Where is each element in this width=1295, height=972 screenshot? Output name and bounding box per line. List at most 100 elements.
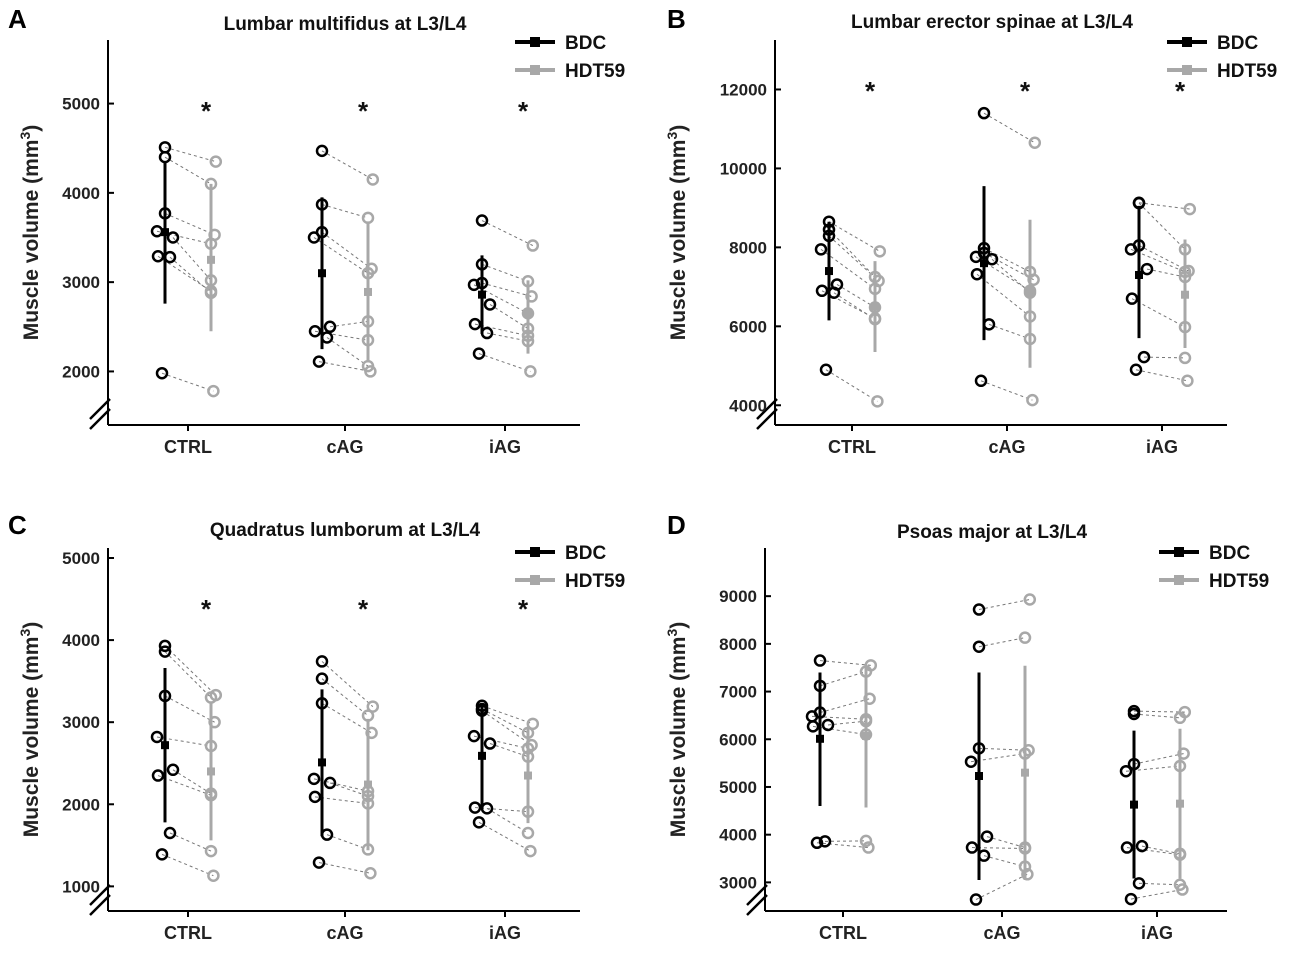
hdt59-mean-marker — [524, 309, 532, 318]
bdc-point — [308, 325, 322, 338]
bdc-point — [964, 755, 978, 768]
bdc-point — [1127, 757, 1141, 771]
hdt59-point — [207, 869, 220, 882]
pair-line — [169, 832, 212, 852]
hdt59-point — [209, 155, 223, 168]
bdc-point — [155, 366, 169, 380]
bdc-point — [308, 790, 322, 804]
hdt59-point — [204, 237, 218, 250]
bdc-point — [972, 742, 986, 755]
bdc-point — [166, 231, 180, 244]
pair-line — [161, 853, 214, 877]
bdc-point — [969, 250, 983, 264]
pair-line — [1138, 202, 1186, 250]
y-tick-label: 4000 — [62, 184, 100, 203]
x-category-label: cAG — [326, 923, 363, 943]
bdc-point — [475, 276, 489, 290]
hdt59-point — [1018, 631, 1032, 644]
pair-line — [1133, 710, 1185, 713]
significance-marker: * — [201, 594, 212, 624]
axis-break-mark — [746, 894, 768, 916]
significance-marker: * — [201, 96, 212, 126]
bdc-point — [158, 150, 172, 164]
bdc-point — [818, 835, 832, 848]
x-category-label: CTRL — [819, 923, 867, 943]
bdc-point — [315, 655, 329, 668]
bdc-point — [468, 801, 482, 814]
bdc-mean-marker — [816, 734, 824, 743]
hdt59-point — [1178, 270, 1192, 284]
hdt59-point — [526, 717, 540, 731]
y-tick-label: 6000 — [729, 317, 767, 336]
hdt59-point — [859, 665, 873, 678]
bdc-mean-marker — [318, 758, 326, 767]
significance-marker: * — [358, 96, 369, 126]
hdt59-point — [364, 866, 377, 880]
pair-line — [819, 671, 867, 687]
hdt59-point — [1018, 842, 1032, 855]
x-category-label: iAG — [489, 437, 521, 457]
bdc-point — [158, 689, 172, 703]
bdc-point — [1129, 363, 1143, 376]
x-category-label: iAG — [1146, 437, 1178, 457]
bdc-point — [821, 718, 835, 732]
legend-label: HDT59 — [1209, 571, 1269, 592]
hdt59-mean-marker — [364, 780, 372, 789]
pair-line — [978, 599, 1030, 611]
pair-line — [481, 263, 529, 282]
pair-line — [481, 710, 532, 746]
hdt59-point — [204, 177, 218, 191]
y-tick-label: 12000 — [720, 80, 767, 99]
pair-line — [489, 304, 529, 329]
hdt59-point — [361, 315, 375, 328]
x-category-label: cAG — [983, 923, 1020, 943]
hdt59-point — [1018, 860, 1032, 873]
bdc-point — [315, 144, 329, 158]
bdc-mean-marker — [161, 228, 169, 237]
pair-line — [326, 834, 369, 850]
hdt59-mean-marker — [1181, 290, 1189, 299]
hdt59-point — [361, 266, 375, 280]
hdt59-point — [859, 728, 873, 741]
bdc-point — [1135, 839, 1149, 853]
hdt59-mean-marker — [871, 302, 879, 311]
hdt59-point — [361, 211, 375, 225]
pair-line — [478, 353, 531, 372]
axis-break-mark — [756, 408, 778, 430]
bdc-point — [822, 229, 836, 243]
bdc-point — [813, 654, 827, 667]
hdt59-point — [1183, 202, 1197, 216]
x-category-label: cAG — [326, 437, 363, 457]
hdt59-point — [1023, 332, 1037, 346]
pair-line — [819, 660, 871, 666]
pair-line — [1133, 753, 1184, 765]
pair-line — [1143, 356, 1186, 359]
hdt59-point — [1173, 711, 1187, 725]
pair-line — [164, 156, 212, 185]
hdt59-point — [361, 333, 375, 347]
pair-line — [473, 284, 529, 314]
pair-line — [1138, 882, 1181, 886]
panel-d: D Psoas major at L3/L4 3000 4000 5000 6000 70… — [647, 486, 1294, 972]
pair-line — [329, 782, 369, 797]
bdc-point — [475, 258, 489, 271]
bdc-mean-marker — [161, 741, 169, 750]
pair-line — [478, 821, 531, 852]
bdc-point — [323, 776, 337, 790]
hdt59-point — [366, 173, 380, 186]
bdc-point — [974, 374, 988, 388]
hdt59-mean-marker — [1026, 288, 1034, 297]
pair-line — [1130, 889, 1183, 900]
pair-line — [820, 248, 876, 290]
hdt59-point — [521, 726, 535, 740]
bdc-point — [982, 318, 996, 331]
hdt59-point — [361, 843, 375, 856]
hdt59-point — [1181, 374, 1194, 388]
bdc-mean-marker — [478, 290, 486, 299]
bdc-point — [315, 672, 329, 685]
chart-psoas-major: Psoas major at L3/L4 3000 4000 5000 6000 7000… — [664, 522, 1269, 943]
hdt59-point — [1023, 593, 1037, 606]
hdt59-mean-marker — [364, 287, 372, 296]
bdc-point — [315, 697, 329, 710]
bdc-point — [969, 893, 983, 906]
